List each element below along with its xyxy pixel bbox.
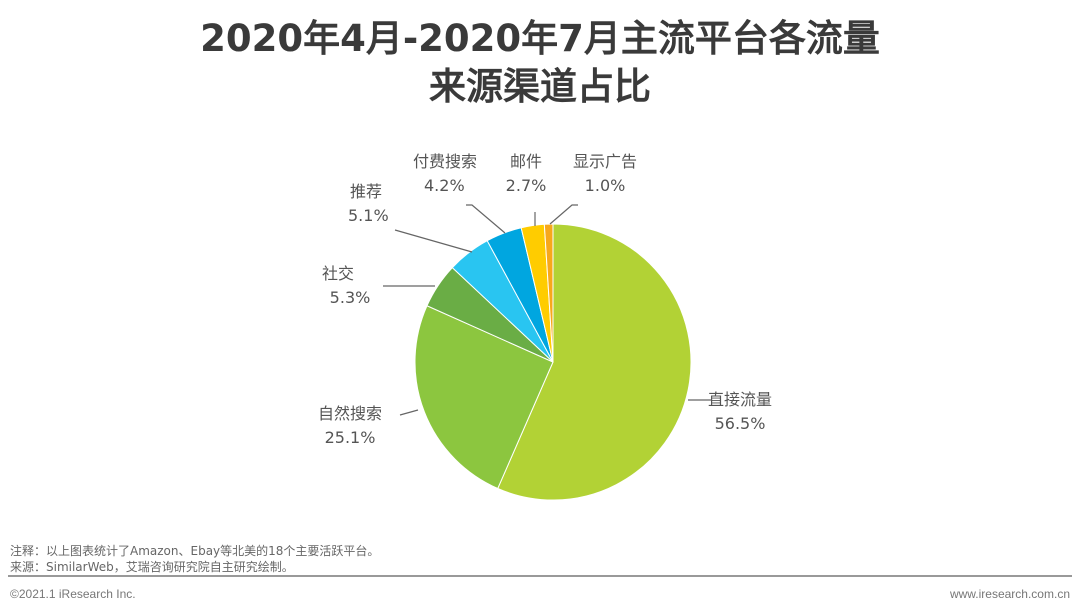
- label-display-ads: 显示广告 1.0%: [572, 152, 637, 195]
- pie-slice-direct: [497, 223, 692, 501]
- pie-slice-display-ads: [543, 223, 554, 363]
- source-text: 来源：SimilarWeb，艾瑞咨询研究院自主研究绘制。: [10, 560, 294, 574]
- pie-slice-organic-search: [414, 305, 554, 490]
- leader-line-organic-search: [399, 409, 419, 416]
- note-text: 注释：以上图表统计了Amazon、Ebay等北美的18个主要活跃平台。: [10, 544, 380, 558]
- chart-title-line1: 2020年4月-2020年7月主流平台各流量: [200, 17, 880, 60]
- label-social: 社交 5.3%: [322, 264, 371, 307]
- label-organic-search: 自然搜索 25.1%: [317, 404, 382, 447]
- label-email: 邮件 2.7%: [505, 152, 547, 195]
- pie-chart: [383, 204, 712, 501]
- label-referral: 推荐 5.1%: [348, 182, 389, 225]
- leader-line-referral: [394, 229, 473, 253]
- copyright: ©2021.1 iResearch Inc.: [10, 587, 136, 601]
- label-paid-search: 付费搜索 4.2%: [412, 152, 477, 195]
- website: www.iresearch.com.cn: [949, 587, 1070, 601]
- chart-title-line2: 来源渠道占比: [429, 65, 651, 108]
- label-direct: 直接流量 56.5%: [707, 390, 772, 433]
- leader-line-paid-search: [466, 204, 506, 234]
- leader-line-display-ads: [549, 204, 578, 225]
- footer-divider: [8, 575, 1072, 577]
